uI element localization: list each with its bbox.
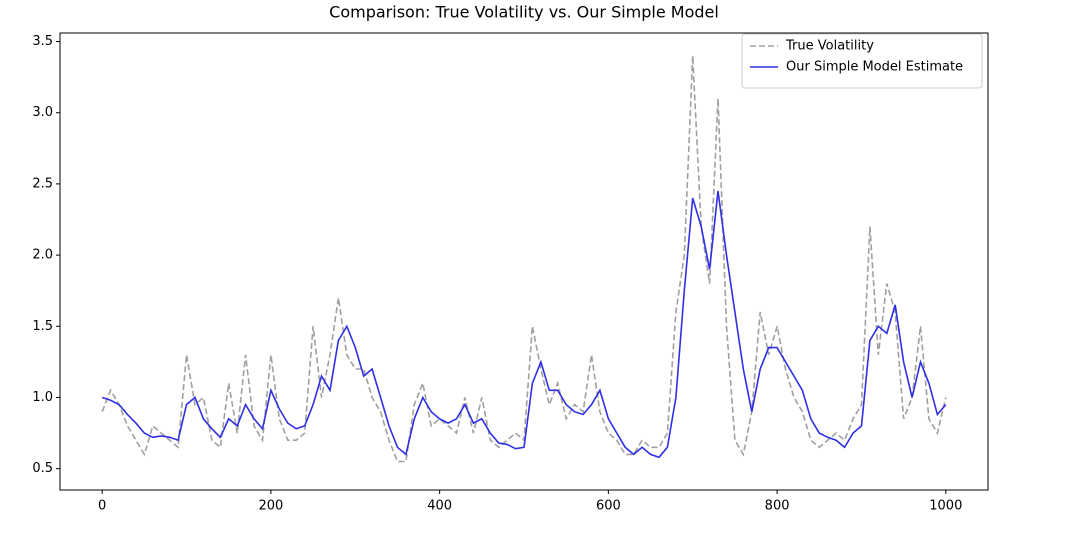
x-tick-label: 0 [98,499,106,514]
chart-title: Comparison: True Volatility vs. Our Simp… [329,3,719,22]
series-line [101,190,947,459]
y-tick-label: 1.0 [32,390,53,405]
legend-label: Our Simple Model Estimate [786,60,963,75]
y-tick-label: 3.5 [32,34,53,49]
legend-label: True Volatility [785,39,874,54]
y-tick-label: 1.5 [32,319,53,334]
x-tick-label: 400 [427,499,452,514]
x-tick-label: 800 [765,499,790,514]
plot-frame [59,32,989,491]
legend-box [741,33,983,89]
x-tick-label: 200 [258,499,283,514]
x-tick-label: 600 [596,499,621,514]
series-line [101,55,947,463]
x-tick-label: 1000 [929,499,962,514]
y-tick-label: 2.0 [32,248,53,263]
y-tick-label: 2.5 [32,176,53,191]
y-tick-label: 0.5 [32,461,53,476]
y-tick-label: 3.0 [32,105,53,120]
